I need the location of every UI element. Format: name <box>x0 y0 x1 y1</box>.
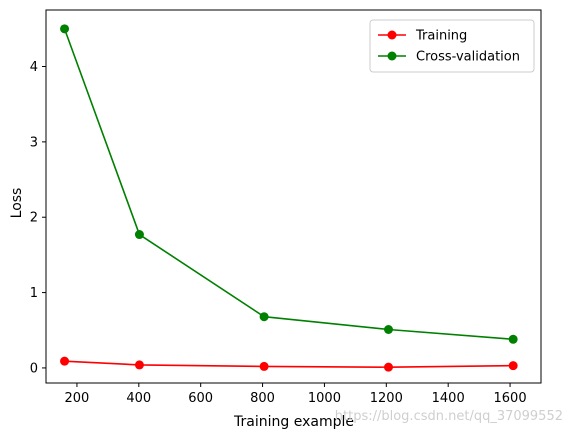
data-point-training <box>134 360 144 370</box>
legend: Training Cross-validation <box>369 19 535 73</box>
y-axis-label: Loss <box>9 188 25 219</box>
x-tick-label: 400 <box>126 391 151 406</box>
series-line-training <box>64 360 514 368</box>
axes: 200 400 600 800 1000 1200 1400 1600 0 1 2 3 4 <box>30 9 542 406</box>
x-tick-label: 800 <box>250 391 275 406</box>
legend-label-cross-validation: Cross-validation <box>416 50 520 65</box>
legend-marker-training <box>387 30 397 40</box>
data-point-cross-validation <box>259 312 269 322</box>
data-point-cross-validation <box>508 334 518 344</box>
y-tick-label: 2 <box>30 211 38 226</box>
data-point-cross-validation <box>134 230 144 240</box>
series-line-cross-validation <box>63 28 514 341</box>
plot-frame <box>45 9 542 384</box>
data-point-training <box>508 361 518 371</box>
data-point-training <box>383 362 393 372</box>
data-point-cross-validation <box>60 24 70 34</box>
data-point-cross-validation <box>383 325 393 334</box>
plot-area <box>60 24 518 372</box>
x-tick-label: 1200 <box>370 391 403 406</box>
x-axis-label: Training example <box>233 414 354 430</box>
data-point-training <box>259 361 269 371</box>
y-tick-label: 4 <box>30 60 38 75</box>
data-point-training <box>60 356 70 366</box>
watermark-text: https://blog.csdn.net/qq_37099552 <box>335 409 563 424</box>
x-tick-label: 600 <box>188 391 213 406</box>
legend-label-training: Training <box>415 29 467 44</box>
legend-box <box>369 19 535 73</box>
y-tick-label: 1 <box>30 286 38 301</box>
y-tick-label: 0 <box>30 361 38 376</box>
x-tick-label: 1000 <box>308 391 341 406</box>
y-tick-label: 3 <box>30 135 38 150</box>
legend-marker-cross-validation <box>387 51 397 61</box>
x-tick-label: 1400 <box>432 391 465 406</box>
x-tick-label: 1600 <box>494 391 527 406</box>
x-tick-label: 200 <box>65 391 90 406</box>
